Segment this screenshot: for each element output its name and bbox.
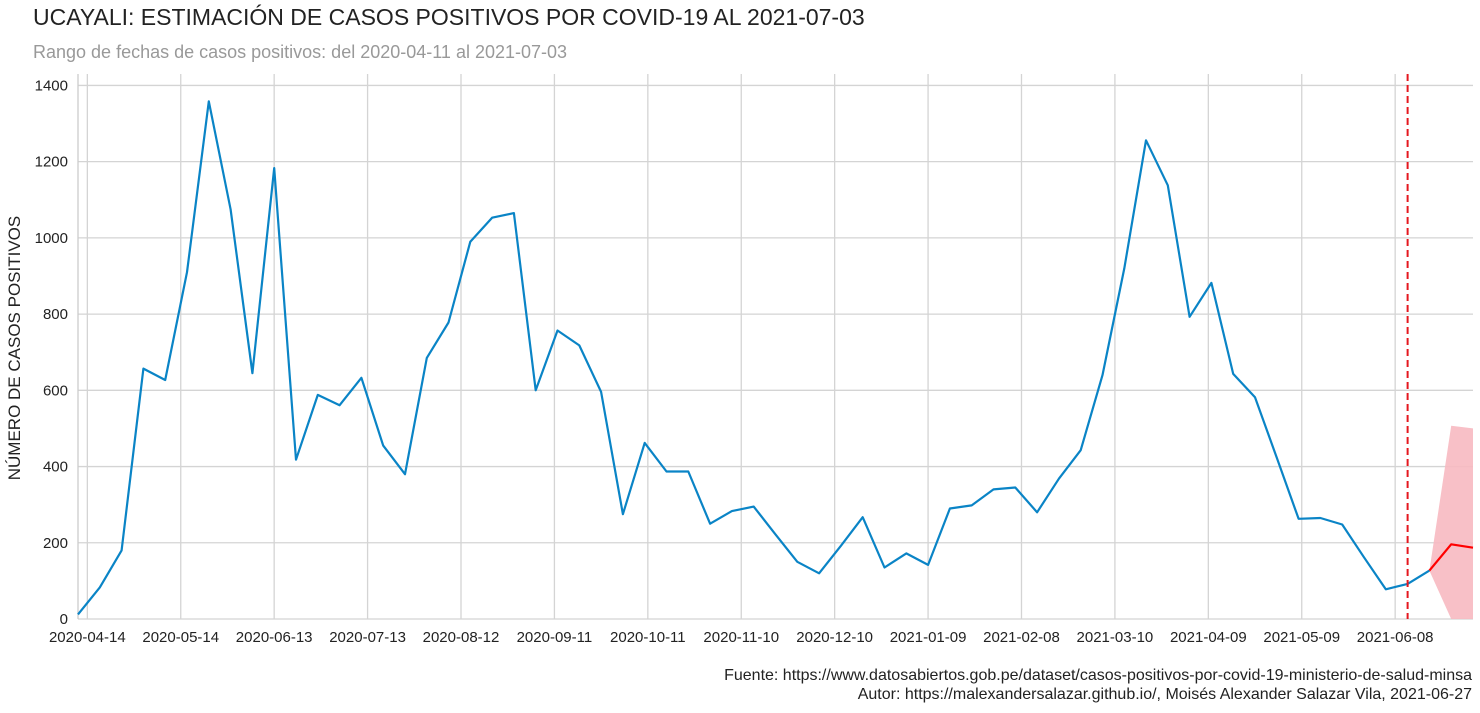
source-note: Fuente: https://www.datosabiertos.gob.pe…: [724, 667, 1472, 684]
x-tick-label: 2020-06-13: [236, 629, 313, 646]
x-tick-label: 2020-07-13: [329, 629, 406, 646]
x-tick-label: 2021-05-09: [1263, 629, 1340, 646]
axis-layer: 0 200 400 600 800 1000 1200 1400 2020-04-14 2020-…: [35, 77, 1434, 646]
y-tick-label: 0: [60, 611, 68, 628]
chart-title: UCAYALI: ESTIMACIÓN DE CASOS POSITIVOS P…: [33, 4, 865, 30]
x-tick-label: 2020-12-10: [796, 629, 873, 646]
y-tick-label: 200: [43, 535, 68, 552]
forecast-interval-band: [1429, 425, 1473, 619]
grid-layer: [77, 74, 1473, 620]
forecast-series-line: [1428, 543, 1474, 572]
y-tick-label: 1200: [35, 154, 68, 171]
y-tick-label: 400: [43, 459, 68, 476]
x-tick-label: 2021-02-08: [983, 629, 1060, 646]
x-tick-label: 2020-04-14: [49, 629, 126, 646]
x-tick-label: 2021-06-08: [1357, 629, 1434, 646]
x-tick-label: 2021-04-09: [1170, 629, 1247, 646]
x-tick-label: 2020-09-11: [517, 629, 593, 646]
series-line-layer: [77, 100, 1474, 616]
x-tick-label: 2021-03-10: [1077, 629, 1154, 646]
y-tick-label: 1000: [35, 230, 68, 247]
y-tick-label: 600: [43, 382, 68, 399]
y-axis-label: NÚMERO DE CASOS POSITIVOS: [5, 216, 24, 481]
x-tick-label: 2020-08-12: [423, 629, 500, 646]
y-tick-label: 800: [43, 306, 68, 323]
author-note: Autor: https://malexandersalazar.github.…: [857, 686, 1472, 703]
y-tick-label: 1400: [35, 77, 68, 94]
x-tick-label: 2021-01-09: [890, 629, 967, 646]
observed-series-line: [77, 100, 1430, 616]
chart-canvas: 0 200 400 600 800 1000 1200 1400 2020-04-14 2020-…: [5, 74, 1474, 646]
x-tick-label: 2020-11-10: [703, 629, 779, 646]
chart-subtitle: Rango de fechas de casos positivos: del …: [33, 42, 568, 62]
x-tick-label: 2020-05-14: [142, 629, 219, 646]
x-tick-label: 2020-10-11: [610, 629, 686, 646]
forecast-band-layer: [1429, 425, 1473, 619]
